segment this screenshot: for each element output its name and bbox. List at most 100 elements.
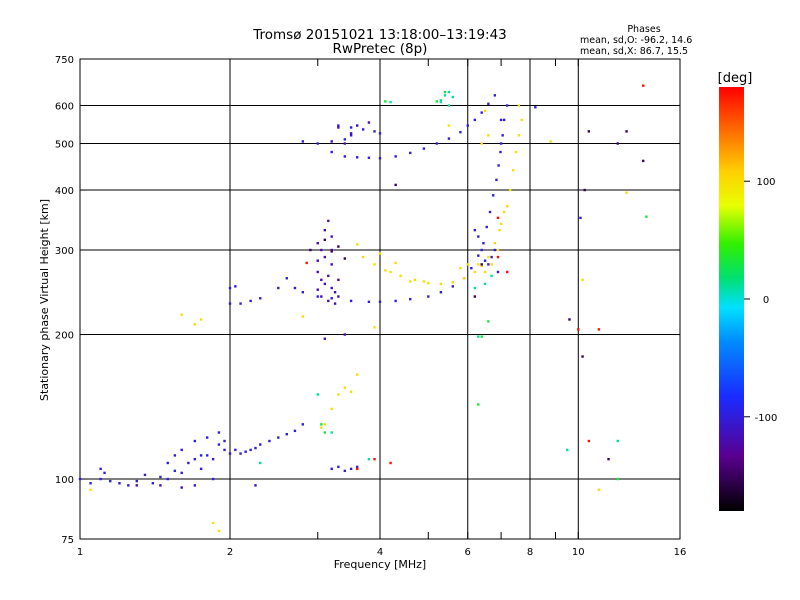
- echo-point: [234, 448, 237, 452]
- echo-point: [316, 259, 319, 262]
- echo-point: [499, 222, 503, 226]
- echo-point: [473, 295, 477, 298]
- echo-point: [337, 393, 340, 396]
- echo-point: [597, 328, 601, 331]
- echo-point: [470, 266, 473, 270]
- echo-point: [499, 150, 502, 154]
- phase-box-line-x: mean, sd,X: 86.7, 15.5: [580, 46, 688, 57]
- echo-point: [330, 250, 333, 253]
- echo-point: [193, 439, 197, 443]
- echo-point: [394, 155, 397, 158]
- echo-point: [330, 150, 333, 154]
- echo-point: [439, 282, 443, 286]
- echo-point: [616, 477, 619, 481]
- echo-point: [316, 142, 319, 145]
- echo-point: [301, 423, 305, 426]
- echo-point: [330, 467, 333, 471]
- echo-point: [642, 159, 645, 163]
- echo-point: [466, 263, 469, 266]
- echo-point: [259, 443, 262, 446]
- echo-point: [502, 210, 506, 214]
- echo-point: [459, 130, 462, 134]
- echo-point: [99, 477, 102, 481]
- y-tick-label: 750: [55, 55, 74, 66]
- echo-point: [239, 452, 242, 455]
- echo-point: [349, 467, 353, 471]
- echo-point: [320, 278, 323, 282]
- echo-point: [367, 300, 371, 304]
- echo-point: [483, 282, 487, 286]
- echo-point: [199, 318, 203, 321]
- colorbar: [deg] 100 0 -100: [718, 71, 777, 511]
- echo-point: [78, 477, 82, 481]
- echo-point: [180, 313, 183, 316]
- echo-point: [293, 286, 297, 290]
- echo-point: [228, 302, 232, 305]
- echo-point: [249, 299, 252, 303]
- echo-point: [211, 457, 215, 461]
- echo-point: [534, 106, 537, 109]
- echo-point: [330, 297, 333, 300]
- echo-point: [343, 333, 347, 336]
- echo-point: [435, 142, 438, 145]
- echo-point: [217, 529, 221, 533]
- echo-point: [327, 274, 330, 278]
- echo-point: [305, 261, 308, 265]
- echo-point: [205, 436, 209, 439]
- echo-point: [447, 90, 451, 94]
- echo-point: [496, 248, 500, 252]
- echo-point: [473, 270, 477, 274]
- echo-point: [439, 291, 443, 294]
- echo-point: [337, 124, 340, 127]
- echo-point: [349, 299, 353, 303]
- echo-point: [399, 274, 402, 278]
- echo-point: [517, 104, 521, 107]
- echo-point: [435, 100, 438, 103]
- echo-point: [616, 142, 619, 145]
- y-tick-label: 400: [55, 186, 74, 197]
- echo-point: [581, 278, 584, 282]
- echo-point: [89, 488, 92, 491]
- echo-point: [234, 285, 237, 288]
- echo-point: [135, 479, 138, 483]
- axis-ticks: [79, 58, 681, 540]
- y-tick-label: 200: [55, 331, 74, 342]
- echo-point: [505, 270, 509, 274]
- echo-point: [597, 488, 601, 491]
- echo-point: [89, 482, 92, 485]
- echo-point: [625, 191, 628, 194]
- echo-point: [459, 266, 462, 270]
- echo-point: [330, 140, 333, 143]
- phase-box-line-o: mean, sd,O: -96.2, 14.6: [580, 35, 692, 46]
- echo-point: [228, 286, 232, 290]
- echo-point: [487, 320, 490, 323]
- echo-point: [323, 431, 327, 434]
- echo-point: [333, 291, 337, 294]
- echo-point: [497, 164, 500, 167]
- echo-point: [323, 228, 327, 232]
- echo-point: [173, 469, 177, 473]
- echo-point: [373, 457, 376, 461]
- echo-point: [355, 243, 359, 246]
- x-axis-label: Frequency [MHz]: [334, 558, 426, 571]
- echo-point: [361, 128, 365, 131]
- echo-point: [389, 270, 392, 274]
- echo-point: [301, 315, 305, 318]
- echo-point: [249, 448, 252, 452]
- echo-point: [477, 263, 480, 266]
- echo-point: [151, 482, 155, 485]
- echo-point: [502, 118, 506, 122]
- echo-point: [607, 457, 610, 461]
- echo-point: [473, 118, 477, 122]
- echo-point: [490, 274, 493, 278]
- echo-point: [277, 436, 280, 439]
- y-tick-label: 600: [55, 102, 74, 113]
- echo-point: [517, 134, 521, 137]
- echo-point: [320, 248, 323, 252]
- echo-point: [330, 248, 333, 252]
- echo-point: [473, 286, 477, 290]
- echo-point: [323, 238, 327, 242]
- echo-point: [577, 328, 580, 331]
- colorbar-gradient: [719, 87, 744, 511]
